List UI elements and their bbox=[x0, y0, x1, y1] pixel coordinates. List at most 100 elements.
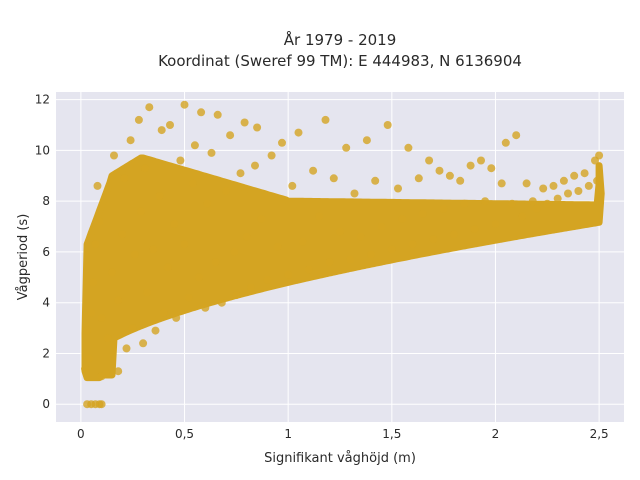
data-point bbox=[584, 181, 593, 190]
data-point bbox=[549, 181, 558, 190]
data-point bbox=[574, 187, 583, 195]
data-point bbox=[466, 161, 475, 170]
data-point bbox=[149, 245, 158, 254]
data-point bbox=[170, 220, 179, 228]
y-tick-label: 10 bbox=[35, 143, 50, 157]
x-tick-label: 2 bbox=[492, 427, 500, 441]
data-point bbox=[418, 209, 427, 218]
data-point bbox=[253, 123, 262, 132]
data-point bbox=[118, 230, 127, 239]
data-point bbox=[251, 161, 259, 170]
x-tick-label: 1 bbox=[284, 427, 292, 441]
x-tick-label: 2,5 bbox=[590, 427, 609, 441]
x-tick-label: 0,5 bbox=[175, 427, 194, 441]
data-point bbox=[108, 268, 116, 277]
data-point bbox=[213, 110, 222, 119]
data-point bbox=[543, 199, 552, 208]
data-point bbox=[559, 176, 568, 185]
y-tick-label: 6 bbox=[42, 245, 50, 259]
data-point bbox=[103, 334, 112, 343]
data-point bbox=[481, 197, 490, 206]
y-tick-label: 2 bbox=[42, 346, 50, 360]
data-point bbox=[143, 288, 152, 297]
data-point bbox=[356, 232, 365, 241]
data-point bbox=[190, 141, 199, 150]
data-point bbox=[267, 151, 276, 160]
y-tick-label: 0 bbox=[42, 397, 50, 411]
data-point bbox=[81, 364, 89, 373]
data-point bbox=[595, 151, 604, 160]
data-point bbox=[460, 199, 469, 208]
data-point bbox=[163, 263, 172, 272]
data-point bbox=[294, 128, 303, 137]
data-point bbox=[435, 166, 444, 175]
chart-title-line2: Koordinat (Sweref 99 TM): E 444983, N 61… bbox=[158, 52, 522, 70]
data-point bbox=[240, 118, 249, 127]
data-points bbox=[81, 100, 604, 409]
data-point bbox=[130, 250, 139, 259]
data-point bbox=[539, 184, 548, 193]
data-point bbox=[329, 174, 338, 183]
data-point bbox=[236, 169, 245, 178]
data-point bbox=[114, 367, 123, 376]
data-point bbox=[110, 151, 118, 160]
dense-point-cloud bbox=[81, 154, 605, 382]
data-point bbox=[470, 225, 479, 234]
data-point bbox=[450, 230, 458, 239]
data-point bbox=[580, 169, 589, 178]
data-point bbox=[414, 174, 423, 183]
data-point bbox=[134, 115, 143, 124]
data-point bbox=[145, 103, 154, 112]
data-point bbox=[211, 258, 220, 267]
x-tick-label: 0 bbox=[77, 427, 85, 441]
y-tick-label: 4 bbox=[42, 296, 50, 310]
data-point bbox=[342, 143, 351, 152]
data-point bbox=[371, 176, 380, 185]
data-point bbox=[518, 212, 527, 221]
data-point bbox=[398, 214, 407, 223]
data-point bbox=[85, 354, 94, 363]
y-axis-label: Vågperiod (s) bbox=[16, 214, 31, 301]
data-point bbox=[184, 293, 193, 302]
data-point bbox=[83, 326, 92, 335]
data-point bbox=[456, 176, 465, 185]
data-point bbox=[180, 240, 189, 249]
data-point bbox=[445, 171, 454, 180]
data-point bbox=[97, 313, 106, 322]
data-point bbox=[155, 192, 164, 201]
data-point bbox=[439, 204, 448, 213]
data-point bbox=[128, 324, 137, 333]
data-point bbox=[408, 240, 417, 249]
x-axis-label: Signifikant våghöjd (m) bbox=[264, 451, 416, 466]
data-point bbox=[522, 179, 531, 188]
data-point bbox=[95, 217, 104, 226]
data-point bbox=[532, 204, 541, 213]
data-point bbox=[91, 240, 100, 249]
data-point bbox=[242, 232, 251, 241]
x-tick-label: 1,5 bbox=[382, 427, 401, 441]
data-point bbox=[176, 156, 185, 165]
data-point bbox=[180, 100, 189, 109]
data-point bbox=[491, 220, 500, 228]
data-point bbox=[257, 214, 266, 223]
data-point bbox=[429, 235, 438, 244]
data-point bbox=[263, 275, 272, 284]
data-point bbox=[97, 400, 106, 409]
data-point bbox=[157, 126, 166, 135]
data-point bbox=[203, 199, 212, 208]
data-point bbox=[217, 298, 226, 307]
data-point bbox=[101, 369, 110, 378]
data-point bbox=[315, 212, 324, 221]
data-point bbox=[528, 197, 537, 206]
y-tick-label: 12 bbox=[35, 93, 50, 107]
data-point bbox=[377, 222, 386, 231]
data-point bbox=[336, 227, 344, 236]
data-point bbox=[222, 187, 230, 195]
data-point bbox=[126, 136, 135, 145]
data-point bbox=[207, 148, 216, 157]
data-point bbox=[298, 237, 307, 246]
data-point bbox=[141, 164, 150, 173]
data-point bbox=[139, 339, 148, 348]
data-point bbox=[394, 184, 402, 193]
data-point bbox=[284, 270, 293, 279]
